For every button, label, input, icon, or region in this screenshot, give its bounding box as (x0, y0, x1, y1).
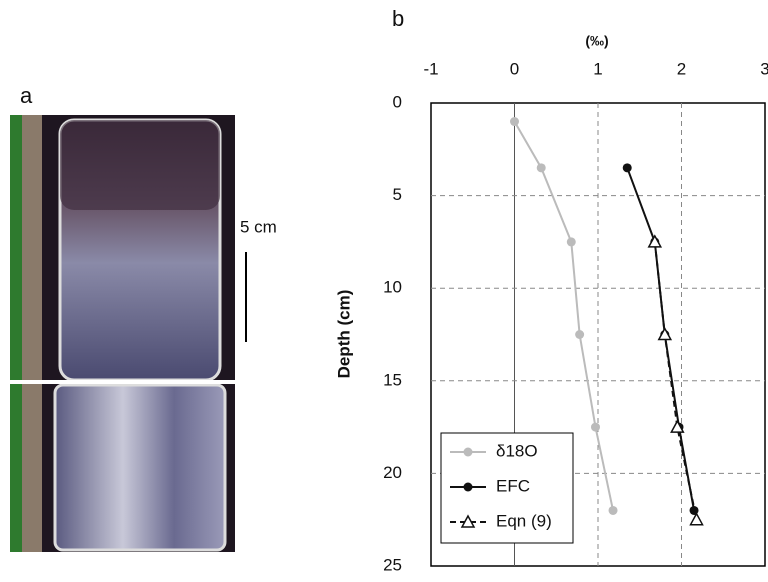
legend-label: δ18O (496, 441, 538, 460)
point (536, 163, 546, 173)
x-axis-title: (‰) (585, 33, 608, 49)
point (510, 117, 519, 127)
y-tick-label: 25 (383, 555, 402, 574)
legend-label: Eqn (9) (496, 511, 552, 530)
triangle-marker (689, 512, 704, 526)
series-line (653, 241, 698, 520)
photo (10, 115, 235, 552)
point (622, 163, 632, 173)
y-tick-label: 0 (393, 92, 402, 111)
x-tick-label: 3 (760, 59, 768, 78)
x-tick-label: 0 (510, 59, 519, 78)
point (608, 505, 618, 515)
series-line (513, 121, 615, 511)
legend-marker (463, 447, 473, 457)
y-tick-label: 10 (383, 278, 402, 297)
x-tick-label: 1 (593, 59, 602, 78)
triangle-marker (670, 419, 685, 433)
y-tick-label: 15 (383, 370, 402, 389)
panel-label: b (392, 6, 404, 31)
point (566, 237, 576, 247)
triangle-marker (647, 234, 663, 248)
point (575, 330, 585, 339)
panel-label: a (20, 83, 33, 108)
y-tick-label: 5 (393, 185, 402, 204)
y-axis-title: Depth (cm) (334, 290, 353, 379)
x-tick-label: -1 (423, 59, 438, 78)
triangle-marker (657, 326, 673, 341)
point (590, 422, 600, 432)
scale-label: 5 cm (240, 217, 277, 236)
legend-marker (463, 482, 473, 492)
legend-marker (460, 514, 476, 528)
y-tick-label: 20 (383, 463, 402, 482)
legend-label: EFC (496, 476, 530, 495)
x-tick-label: 2 (677, 59, 686, 78)
